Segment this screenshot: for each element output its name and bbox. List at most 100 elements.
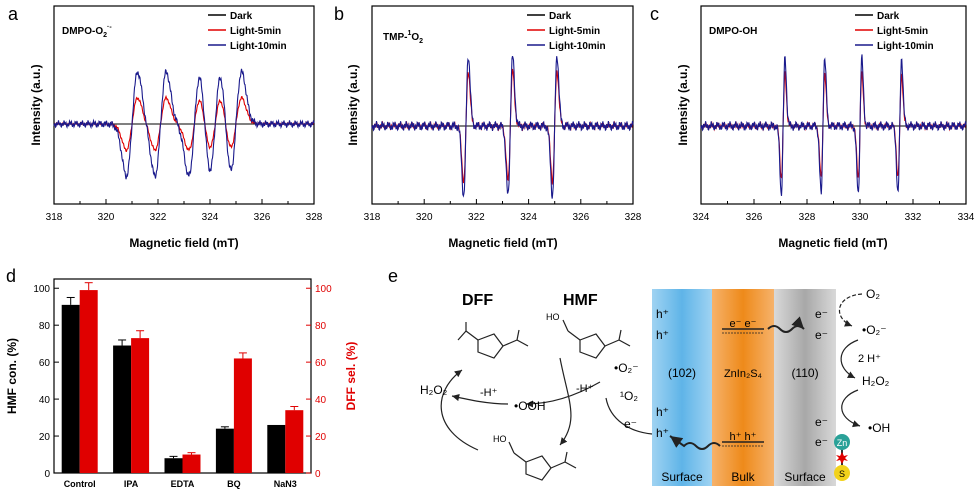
y-tick-label-left: 60 (39, 358, 51, 369)
legend-b: Dark Light-5min Light-10min (527, 11, 606, 52)
legend-label-dark: Dark (230, 11, 253, 22)
legend-label-light5: Light-5min (230, 26, 281, 37)
x-tick-label: 320 (98, 212, 115, 223)
x-tick-label: 320 (416, 212, 433, 223)
y-tick-label-right: 40 (315, 395, 327, 406)
category-label: IPA (124, 479, 139, 489)
minus-proton-1: -H⁺ (480, 387, 498, 399)
x-tick-label: 330 (852, 212, 869, 223)
oh-formation-arrow (841, 389, 861, 428)
o2-label: O₂ (866, 287, 880, 301)
singlet-oxygen: ¹O₂ (620, 389, 638, 403)
bar-hmf-conversion (164, 458, 183, 473)
plot-title-c: DMPO-OH (709, 26, 757, 37)
hydroxyl-radical: •OH (868, 421, 890, 435)
electron-r2: e⁻ (815, 328, 828, 342)
s-atom (834, 465, 850, 481)
legend-label-light5: Light-5min (877, 26, 928, 37)
cb-electrons: e⁻ e⁻ (730, 318, 757, 330)
bar-dff-selectivity (285, 410, 304, 473)
o2-reduction-arrow (838, 293, 863, 327)
legend-a: Dark Light-5min Light-10min (208, 11, 287, 52)
legend-label-light10: Light-10min (230, 41, 287, 52)
x-axis-label-b: Magnetic field (mT) (448, 236, 557, 250)
zn-label: Zn (837, 438, 848, 448)
y-tick-label-left: 40 (39, 395, 51, 406)
x-tick-label: 324 (520, 212, 537, 223)
plot-title-a: DMPO-O2·- (62, 24, 112, 39)
panel-letter-a: a (8, 4, 19, 24)
bulk-slab (712, 289, 774, 486)
x-tick-label: 328 (799, 212, 816, 223)
hole-bot-1: h⁺ (656, 405, 669, 419)
legend-label-dark: Dark (877, 11, 900, 22)
panel-d: d HMF con. (%) DFF sel. (%) 0 0 20 20 40 40 60… (5, 266, 358, 489)
y-tick-label-right: 100 (315, 284, 332, 295)
bulk-label: Bulk (731, 470, 755, 484)
cycle-arrow-left (440, 369, 479, 451)
h2o2-left: H₂O₂ (420, 383, 448, 397)
epr-curves-c (700, 54, 967, 196)
hole-oxidation-arrow (605, 397, 653, 435)
legend-label-light10: Light-10min (549, 41, 606, 52)
legend-label-light5: Light-5min (549, 26, 600, 37)
x-ticks-b: 318 320 322 324 326 328 (364, 199, 642, 223)
hole-transfer-arrow (669, 435, 721, 450)
y-axis-label-b: Intensity (a.u.) (346, 64, 360, 145)
bar-hmf-conversion (113, 345, 132, 473)
electron-left: e⁻ (624, 417, 637, 431)
legend-label-light10: Light-10min (877, 41, 934, 52)
x-ticks-a: 318 320 322 324 326 328 (46, 199, 323, 223)
intermediate-hydroxyl: HO (493, 434, 507, 444)
panel-letter-e: e (388, 266, 398, 286)
y-tick-label-left: 20 (39, 432, 51, 443)
surface-label-right: Surface (784, 470, 826, 484)
hmf-label: HMF (563, 292, 598, 309)
bar-dff-selectivity (182, 454, 201, 473)
spectrum-light-10min (371, 55, 634, 199)
x-tick-label: 328 (306, 212, 323, 223)
plot-title-b: TMP-1O2 (383, 30, 423, 45)
panel-b: b TMP-1O2 Dark Light-5min Light-10min 31… (334, 4, 642, 250)
y-tick-label-left: 0 (44, 469, 50, 480)
y-tick-label-right: 20 (315, 432, 327, 443)
vb-holes: h⁺ h⁺ (730, 431, 757, 443)
minus-proton-2: -H⁺ (576, 383, 594, 395)
superoxide-right: •O₂⁻ (862, 323, 887, 337)
y-axis-label-a: Intensity (a.u.) (29, 64, 43, 145)
bar-dff-selectivity (79, 290, 98, 473)
y-axis-label-right-d: DFF sel. (%) (344, 342, 358, 411)
x-tick-label: 334 (958, 212, 975, 223)
y-axis-label-c: Intensity (a.u.) (676, 64, 690, 145)
y-axis-label-left-d: HMF con. (%) (5, 338, 19, 414)
surface-110-slab (774, 289, 836, 486)
x-tick-label: 326 (746, 212, 763, 223)
bar-hmf-conversion (267, 424, 286, 473)
panel-letter-b: b (334, 4, 344, 24)
hole-top-2: h⁺ (656, 328, 669, 342)
s-label: S (839, 469, 845, 479)
intermediate-molecule (508, 441, 577, 481)
y-tick-label-right: 60 (315, 358, 327, 369)
spectrum-light-10min (700, 54, 967, 196)
h2o2-formation-arrow (840, 339, 859, 379)
x-tick-label: 328 (625, 212, 642, 223)
hydroperoxyl-radical: •OOH (514, 399, 546, 413)
bar-hmf-conversion (61, 304, 80, 473)
x-tick-label: 318 (46, 212, 63, 223)
bar-dff-selectivity (233, 358, 252, 473)
facet-label-102: (102) (668, 366, 696, 380)
y-tick-label-right: 0 (315, 469, 321, 480)
x-tick-label: 324 (202, 212, 219, 223)
spectrum-light-10min (53, 68, 315, 180)
category-label: NaN3 (274, 479, 297, 489)
ooh-arrow (525, 381, 601, 408)
epr-curves-b (371, 55, 634, 199)
facet-label-110: (110) (791, 366, 818, 380)
x-axis-label-a: Magnetic field (mT) (129, 236, 238, 250)
x-tick-label: 326 (254, 212, 271, 223)
category-label: EDTA (171, 479, 195, 489)
y-tick-label-right: 80 (315, 321, 327, 332)
y-tick-label-left: 80 (39, 321, 51, 332)
hole-top-1: h⁺ (656, 307, 669, 321)
